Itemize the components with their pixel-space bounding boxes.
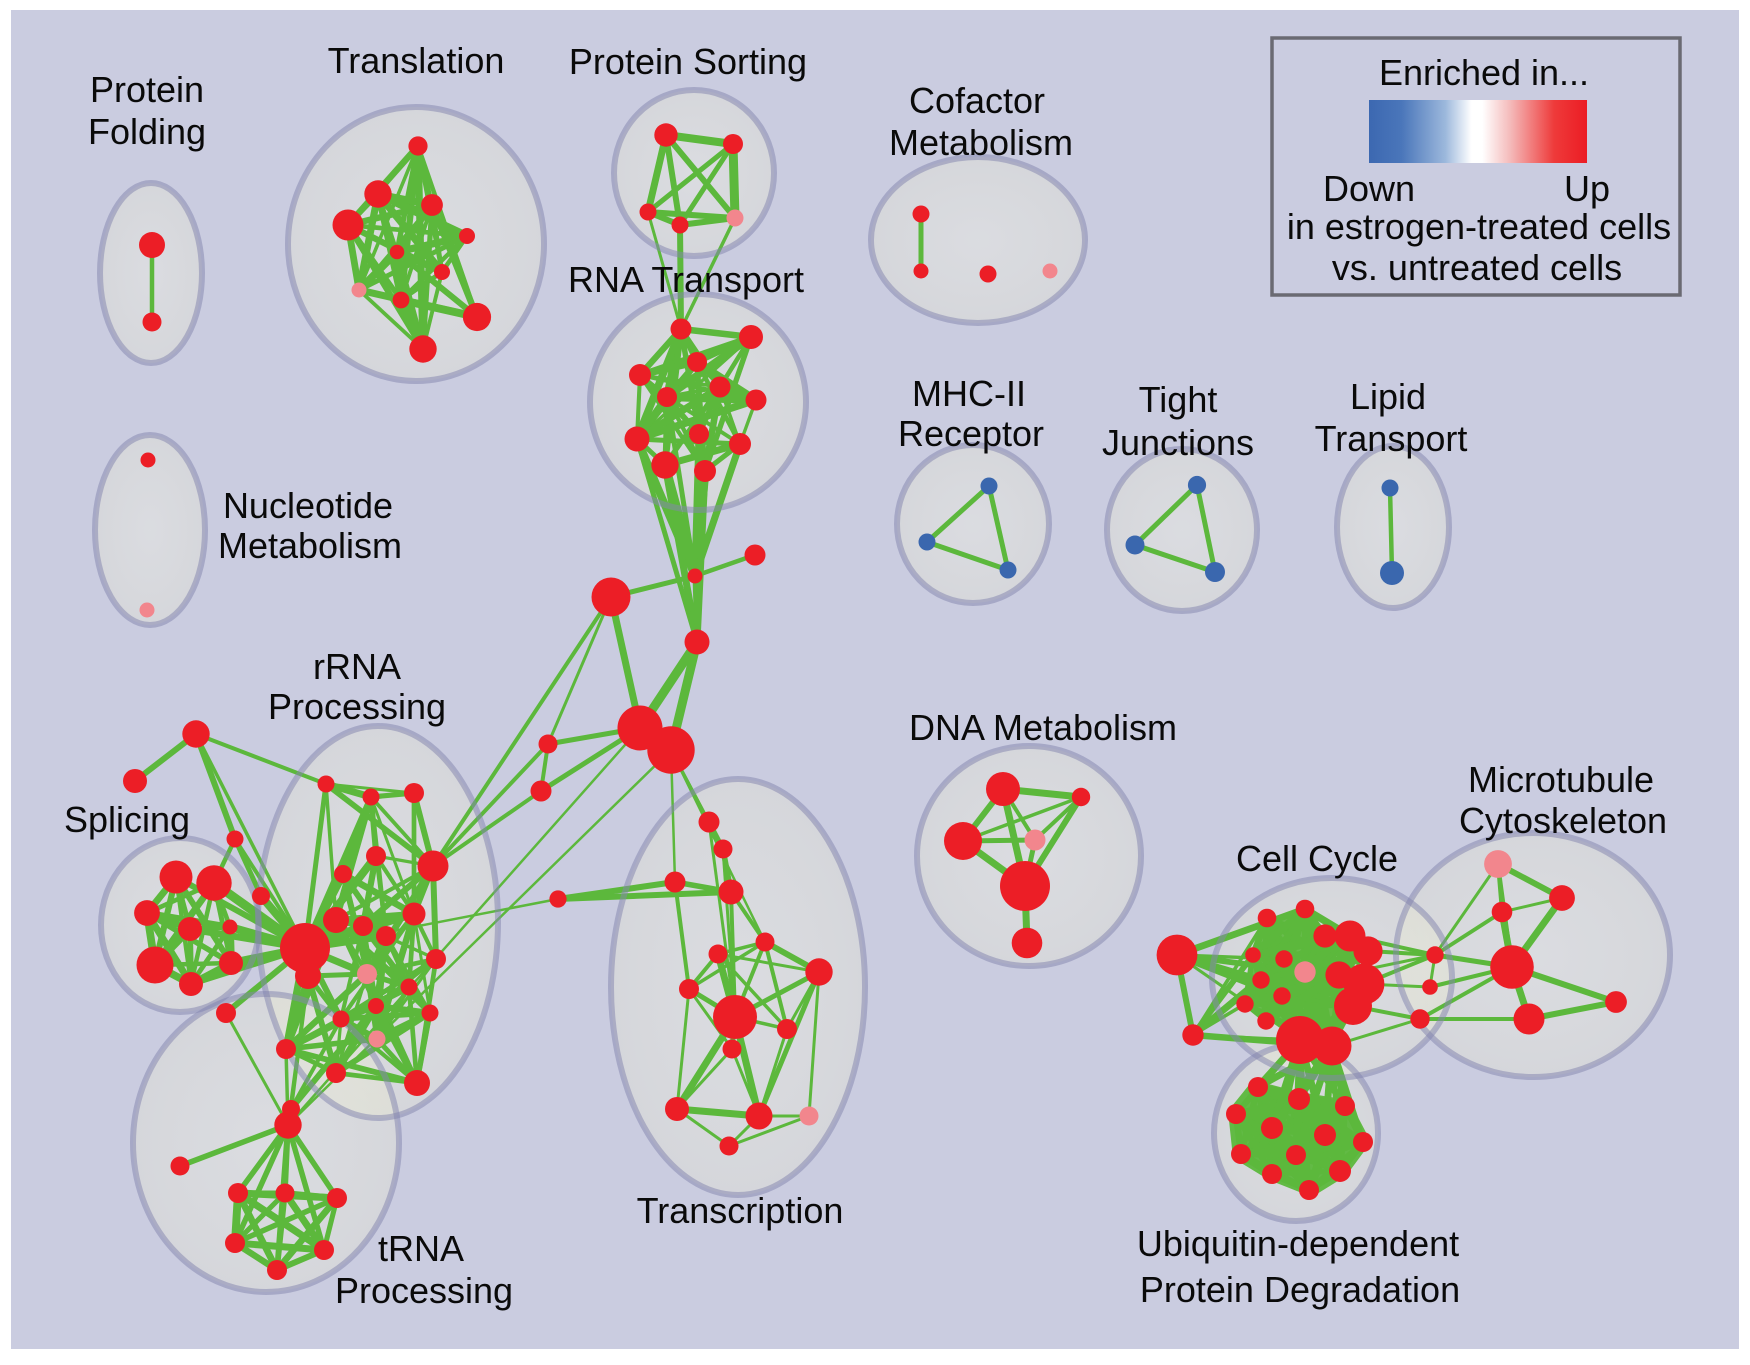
svg-text:Cofactor: Cofactor [909, 80, 1045, 121]
svg-text:Protein Degradation: Protein Degradation [1140, 1269, 1460, 1310]
svg-text:tRNA: tRNA [378, 1228, 464, 1269]
svg-text:rRNA: rRNA [313, 646, 401, 687]
svg-text:Up: Up [1564, 168, 1610, 209]
svg-text:DNA Metabolism: DNA Metabolism [909, 707, 1177, 748]
svg-text:Protein: Protein [90, 69, 204, 110]
svg-text:Microtubule: Microtubule [1468, 759, 1654, 800]
svg-text:Metabolism: Metabolism [889, 122, 1073, 163]
svg-text:Enriched in...: Enriched in... [1379, 52, 1589, 93]
svg-text:Metabolism: Metabolism [218, 525, 402, 566]
svg-text:Processing: Processing [268, 686, 446, 727]
svg-text:Protein Sorting: Protein Sorting [569, 41, 807, 82]
svg-text:Ubiquitin-dependent: Ubiquitin-dependent [1137, 1223, 1459, 1264]
svg-text:Junctions: Junctions [1102, 422, 1254, 463]
svg-text:Processing: Processing [335, 1270, 513, 1311]
svg-text:Cytoskeleton: Cytoskeleton [1459, 800, 1667, 841]
svg-text:Receptor: Receptor [898, 413, 1044, 454]
svg-text:in estrogen-treated cells: in estrogen-treated cells [1287, 206, 1671, 247]
svg-text:Translation: Translation [328, 40, 505, 81]
svg-text:Nucleotide: Nucleotide [223, 485, 393, 526]
svg-text:Lipid: Lipid [1350, 376, 1426, 417]
svg-text:Splicing: Splicing [64, 799, 190, 840]
svg-text:Transcription: Transcription [637, 1190, 844, 1231]
svg-text:vs. untreated cells: vs. untreated cells [1332, 247, 1622, 288]
svg-text:Tight: Tight [1139, 379, 1218, 420]
svg-text:Transport: Transport [1315, 418, 1468, 459]
svg-text:RNA Transport: RNA Transport [568, 259, 804, 300]
svg-text:MHC-II: MHC-II [912, 373, 1026, 414]
svg-text:Cell Cycle: Cell Cycle [1236, 838, 1398, 879]
svg-text:Folding: Folding [88, 111, 206, 152]
svg-text:Down: Down [1323, 168, 1415, 209]
